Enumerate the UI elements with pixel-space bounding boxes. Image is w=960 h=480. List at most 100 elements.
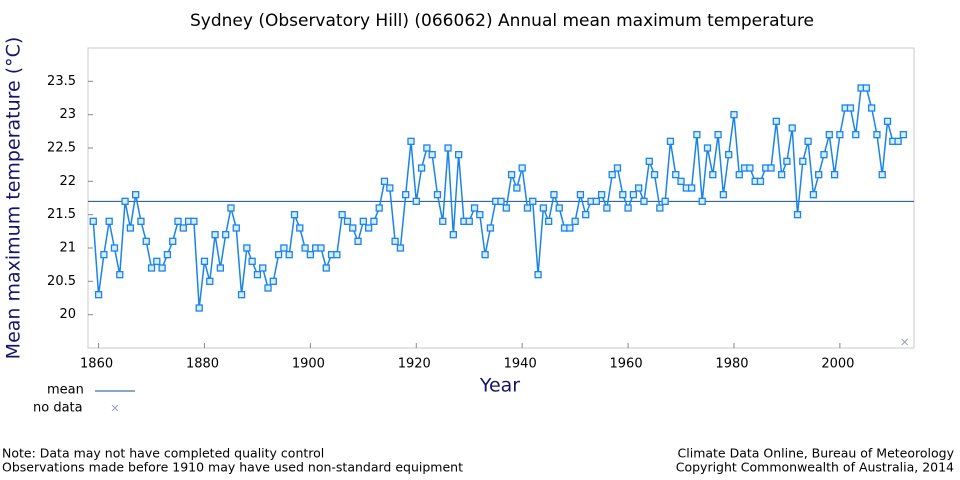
legend-swatch: [111, 404, 119, 412]
y-axis-title: Mean maximum temperature (°C): [3, 37, 25, 360]
data-point: [317, 244, 325, 252]
data-point: [449, 231, 457, 239]
credit: Climate Data Online, Bureau of Meteorolo…: [678, 446, 955, 461]
data-point: [555, 204, 563, 212]
data-point: [417, 164, 426, 172]
data-point: [407, 137, 415, 145]
data-point: [380, 177, 389, 185]
data-point: [735, 171, 743, 179]
data-point: [597, 191, 606, 199]
data-point: [502, 204, 510, 212]
data-point: [216, 264, 225, 272]
data-point: [815, 171, 823, 179]
data-point: [767, 164, 775, 172]
data-point: [709, 171, 717, 179]
data-point: [179, 224, 187, 232]
data-point: [809, 191, 818, 199]
x-tick-label: 1900: [292, 357, 325, 372]
chart-title: Sydney (Observatory Hill) (066062) Annua…: [190, 11, 814, 31]
data-point: [195, 304, 203, 312]
x-tick-label: 2000: [821, 357, 854, 372]
data-point: [661, 197, 669, 205]
y-tick-label: 20: [59, 307, 76, 322]
data-point: [322, 264, 330, 272]
data-point: [883, 117, 892, 125]
legend-label: mean: [47, 383, 84, 398]
data-point: [248, 257, 256, 265]
data-point: [608, 171, 616, 179]
data-point: [878, 171, 886, 179]
data-point: [545, 217, 553, 225]
data-point: [253, 271, 262, 279]
data-point: [470, 204, 479, 212]
data-point: [105, 217, 113, 225]
data-point: [693, 131, 701, 139]
no-data-marker: [901, 338, 909, 346]
data-point: [486, 224, 495, 232]
data-point: [364, 224, 373, 232]
x-axis-title: Year: [479, 375, 520, 397]
data-point: [190, 217, 198, 225]
y-tick-label: 23.5: [47, 74, 76, 89]
data-point: [772, 117, 780, 125]
data-point: [650, 171, 659, 179]
data-point: [126, 224, 135, 232]
data-point: [481, 251, 489, 259]
data-point: [666, 137, 675, 145]
data-point: [576, 191, 585, 199]
y-tick-label: 22.5: [47, 141, 76, 156]
data-point: [836, 131, 844, 139]
x-tick-label: 1960: [610, 357, 643, 372]
data-point: [306, 251, 315, 259]
data-point: [211, 231, 219, 239]
data-point: [852, 131, 860, 139]
data-point: [566, 224, 574, 232]
data-point: [672, 171, 680, 179]
data-point: [719, 191, 728, 199]
data-point: [788, 124, 796, 132]
data-point: [338, 211, 346, 219]
data-point: [439, 217, 447, 225]
data-point: [799, 157, 807, 165]
data-point: [163, 251, 172, 259]
data-point: [428, 151, 436, 159]
data-point: [100, 251, 108, 259]
data-point: [550, 191, 558, 199]
data-point: [222, 231, 230, 239]
data-point: [396, 244, 405, 252]
data-point: [497, 197, 505, 205]
data-point: [529, 197, 537, 205]
data-point: [804, 137, 812, 145]
data-point: [465, 217, 473, 225]
data-point: [354, 237, 362, 245]
data-point: [301, 244, 309, 252]
data-point: [640, 197, 648, 205]
data-point: [825, 131, 833, 139]
data-point: [603, 204, 611, 212]
data-point: [539, 204, 548, 212]
data-point: [582, 211, 590, 219]
data-point: [206, 277, 214, 285]
data-point: [232, 224, 240, 232]
x-tick-label: 1860: [80, 357, 113, 372]
data-point: [110, 244, 119, 252]
data-point: [777, 171, 786, 179]
note: Observations made before 1910 may have u…: [2, 460, 463, 475]
data-point: [592, 197, 600, 205]
y-tick-label: 20.5: [47, 274, 76, 289]
data-point: [444, 144, 452, 152]
data-point: [433, 191, 442, 199]
data-point: [158, 264, 166, 272]
y-tick-label: 22: [59, 174, 76, 189]
x-tick-label: 1880: [186, 357, 219, 372]
data-point: [613, 164, 622, 172]
data-point: [174, 217, 182, 225]
data-point: [121, 197, 129, 205]
data-point: [285, 251, 293, 259]
data-point: [280, 244, 288, 252]
data-point: [269, 277, 277, 285]
data-point: [142, 237, 150, 245]
data-point: [862, 84, 870, 92]
data-point: [523, 204, 532, 212]
data-point: [359, 217, 367, 225]
